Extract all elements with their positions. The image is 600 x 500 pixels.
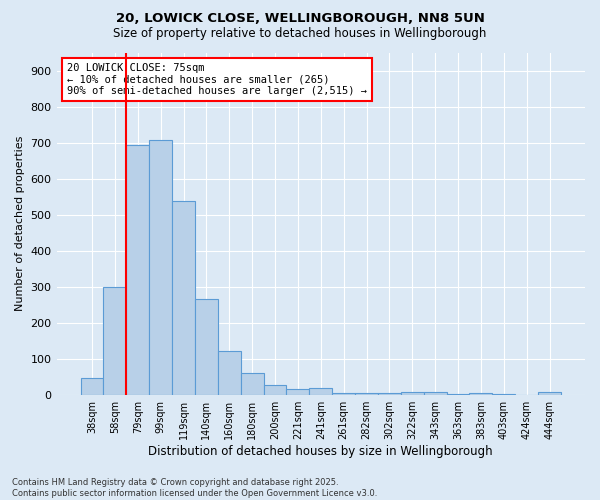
- Bar: [286, 390, 310, 394]
- Bar: [424, 392, 446, 394]
- Bar: [149, 140, 172, 394]
- Bar: [310, 388, 332, 394]
- Bar: [332, 393, 355, 394]
- Bar: [538, 392, 561, 394]
- Bar: [401, 392, 424, 394]
- Y-axis label: Number of detached properties: Number of detached properties: [15, 136, 25, 312]
- Text: Size of property relative to detached houses in Wellingborough: Size of property relative to detached ho…: [113, 28, 487, 40]
- X-axis label: Distribution of detached houses by size in Wellingborough: Distribution of detached houses by size …: [148, 444, 493, 458]
- Bar: [172, 201, 195, 394]
- Bar: [355, 393, 378, 394]
- Text: 20 LOWICK CLOSE: 75sqm
← 10% of detached houses are smaller (265)
90% of semi-de: 20 LOWICK CLOSE: 75sqm ← 10% of detached…: [67, 63, 367, 96]
- Bar: [263, 384, 286, 394]
- Bar: [378, 393, 401, 394]
- Bar: [195, 300, 218, 394]
- Bar: [218, 351, 241, 395]
- Bar: [241, 374, 263, 394]
- Text: 20, LOWICK CLOSE, WELLINGBOROUGH, NN8 5UN: 20, LOWICK CLOSE, WELLINGBOROUGH, NN8 5U…: [116, 12, 484, 26]
- Bar: [80, 378, 103, 394]
- Bar: [103, 286, 127, 395]
- Bar: [469, 393, 493, 394]
- Text: Contains HM Land Registry data © Crown copyright and database right 2025.
Contai: Contains HM Land Registry data © Crown c…: [12, 478, 377, 498]
- Bar: [127, 145, 149, 394]
